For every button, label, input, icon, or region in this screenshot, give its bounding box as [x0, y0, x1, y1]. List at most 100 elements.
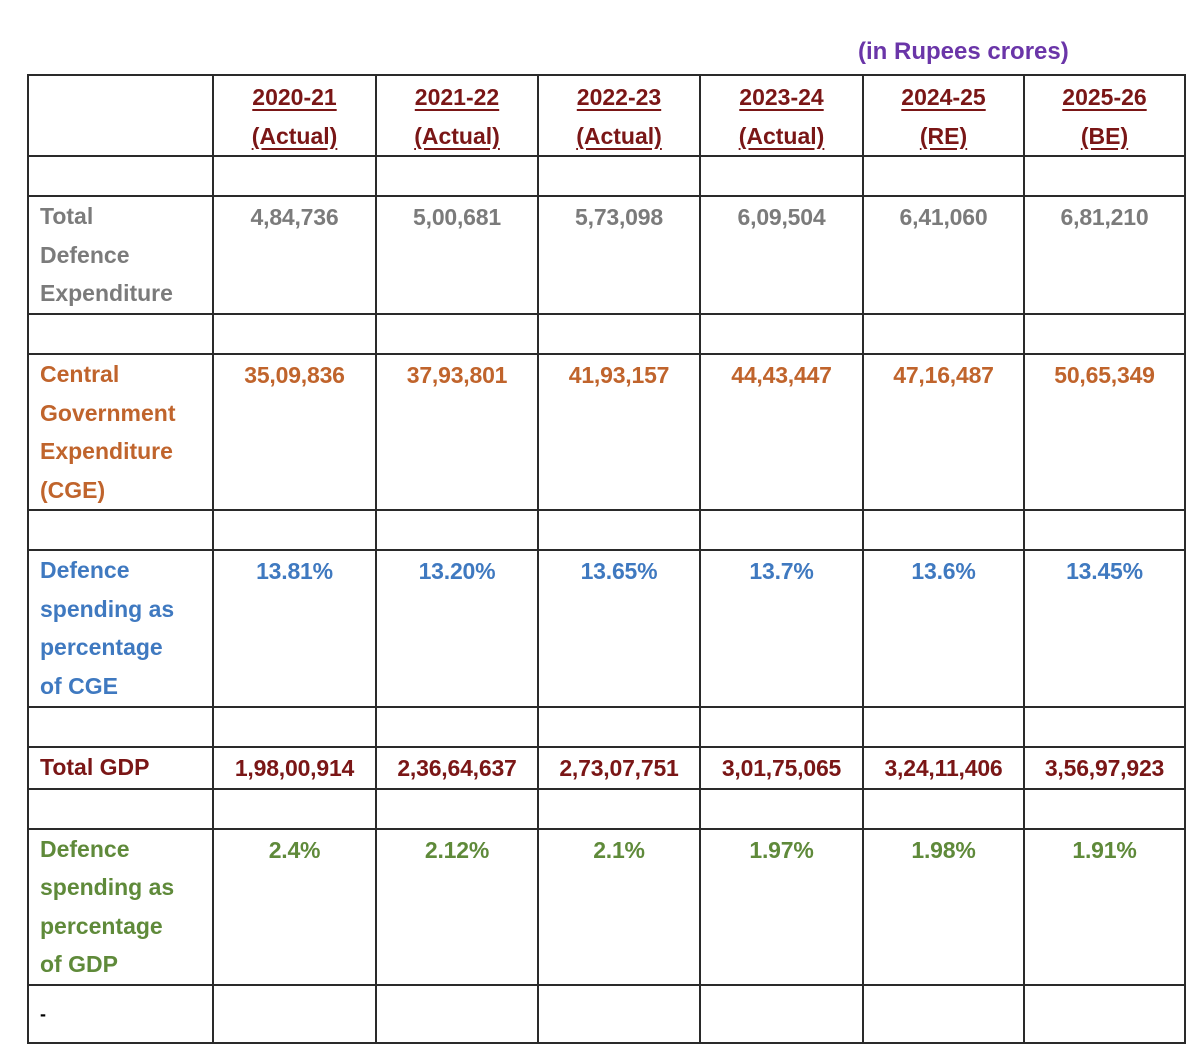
empty-cell	[375, 983, 539, 1044]
empty-cell: -	[27, 983, 214, 1044]
value-cell: 1.97%	[699, 827, 864, 986]
row-label-line: percentage	[40, 912, 163, 939]
value-cell: 2.4%	[212, 827, 377, 986]
empty-cell	[699, 155, 864, 197]
header-cell: 2022-23 (Actual)	[537, 74, 701, 157]
row-label-line: Total	[40, 203, 94, 229]
empty-cell	[699, 787, 864, 830]
empty-cell	[27, 313, 214, 355]
column-year: 2024-25	[901, 84, 986, 110]
value-cell: 6,81,210	[1023, 195, 1186, 315]
row-label: Total GDP	[27, 746, 214, 790]
row-label: Defence spending as percentage of CGE	[27, 549, 214, 708]
value-cell: 3,24,11,406	[862, 746, 1025, 790]
empty-cell	[375, 313, 539, 355]
value-cell: 1.91%	[1023, 827, 1186, 986]
empty-cell	[537, 155, 701, 197]
value-cell: 2.1%	[537, 827, 701, 986]
column-year: 2021-22	[414, 84, 500, 110]
column-kind: (Actual)	[251, 122, 338, 149]
value-cell: 3,56,97,923	[1023, 746, 1186, 790]
value-cell: 2.12%	[375, 827, 539, 986]
spacer-row	[27, 509, 1186, 551]
data-table: 2020-21 (Actual) 2021-22 (Actual) 2022-23 (Ac…	[27, 74, 1186, 1044]
data-row: Total GDP 1,98,00,914 2,36,64,637 2,73,07,7…	[27, 746, 1186, 790]
empty-cell	[212, 313, 377, 355]
value-cell: 4,84,736	[212, 195, 377, 315]
column-kind: (RE)	[919, 122, 968, 149]
column-kind: (Actual)	[738, 122, 825, 149]
value-cell: 6,09,504	[699, 195, 864, 315]
header-cell: 2023-24 (Actual)	[699, 74, 864, 157]
spacer-row	[27, 706, 1186, 748]
column-year: 2023-24	[739, 84, 824, 110]
row-label-line: Total GDP	[40, 754, 150, 780]
empty-cell	[375, 706, 539, 748]
value-cell: 6,41,060	[862, 195, 1025, 315]
empty-cell	[212, 706, 377, 748]
empty-cell	[699, 313, 864, 355]
empty-cell	[1023, 983, 1186, 1044]
empty-cell	[862, 509, 1025, 551]
empty-cell	[27, 706, 214, 748]
empty-cell	[699, 509, 864, 551]
spacer-row	[27, 313, 1186, 355]
empty-cell	[537, 509, 701, 551]
empty-cell	[537, 787, 701, 830]
value-cell: 13.7%	[699, 549, 864, 708]
empty-cell	[212, 983, 377, 1044]
row-label-line: Defence	[40, 557, 130, 583]
data-row: Total Defence Expenditure 4,84,736 5,00,681 5…	[27, 195, 1186, 315]
value-cell: 1.98%	[862, 827, 1025, 986]
value-cell: 13.20%	[375, 549, 539, 708]
table-body: 2020-21 (Actual) 2021-22 (Actual) 2022-23 (Ac…	[27, 74, 1186, 1044]
empty-cell	[27, 509, 214, 551]
units-note: (in Rupees crores)	[858, 38, 1069, 65]
header-cell: 2024-25 (RE)	[862, 74, 1025, 157]
value-cell: 2,36,64,637	[375, 746, 539, 790]
column-year: 2022-23	[576, 84, 662, 110]
row-label-line: Defence	[40, 241, 130, 268]
value-cell: 35,09,836	[212, 353, 377, 511]
row-label: Central Government Expenditure (CGE)	[27, 353, 214, 511]
empty-cell	[212, 787, 377, 830]
value-cell: 5,73,098	[537, 195, 701, 315]
empty-cell	[699, 983, 864, 1044]
data-row: Defence spending as percentage of GDP 2.4% 2.…	[27, 827, 1186, 986]
empty-cell	[699, 706, 864, 748]
value-cell: 37,93,801	[375, 353, 539, 511]
empty-cell	[212, 155, 377, 197]
row-label-line: Government	[40, 399, 176, 426]
row-label-line: (CGE)	[40, 476, 106, 503]
header-row: 2020-21 (Actual) 2021-22 (Actual) 2022-23 (Ac…	[27, 74, 1186, 157]
header-cell: 2021-22 (Actual)	[375, 74, 539, 157]
row-label-line: Expenditure	[40, 280, 173, 306]
value-cell: 3,01,75,065	[699, 746, 864, 790]
corner-cell	[27, 74, 214, 157]
row-label-line: of GDP	[40, 951, 118, 977]
data-row: Central Government Expenditure (CGE) 35,09,8…	[27, 353, 1186, 511]
empty-cell	[1023, 787, 1186, 830]
empty-cell	[862, 787, 1025, 830]
value-cell: 13.6%	[862, 549, 1025, 708]
value-cell: 50,65,349	[1023, 353, 1186, 511]
value-cell: 44,43,447	[699, 353, 864, 511]
row-label-line: Defence	[40, 835, 130, 862]
value-cell: 41,93,157	[537, 353, 701, 511]
empty-cell	[537, 983, 701, 1044]
value-cell: 13.65%	[537, 549, 701, 708]
column-year: 2025-26	[1062, 84, 1147, 110]
empty-cell	[27, 787, 214, 830]
empty-cell	[375, 155, 539, 197]
empty-cell	[375, 509, 539, 551]
empty-cell	[537, 313, 701, 355]
column-kind: (Actual)	[414, 122, 500, 149]
row-label-line: Central	[40, 361, 120, 387]
column-kind: (BE)	[1080, 122, 1129, 149]
data-row: Defence spending as percentage of CGE 13.81%…	[27, 549, 1186, 708]
row-label-line: Expenditure	[40, 438, 173, 464]
header-cell: 2025-26 (BE)	[1023, 74, 1186, 157]
row-label-line: percentage	[40, 634, 163, 660]
value-cell: 47,16,487	[862, 353, 1025, 511]
